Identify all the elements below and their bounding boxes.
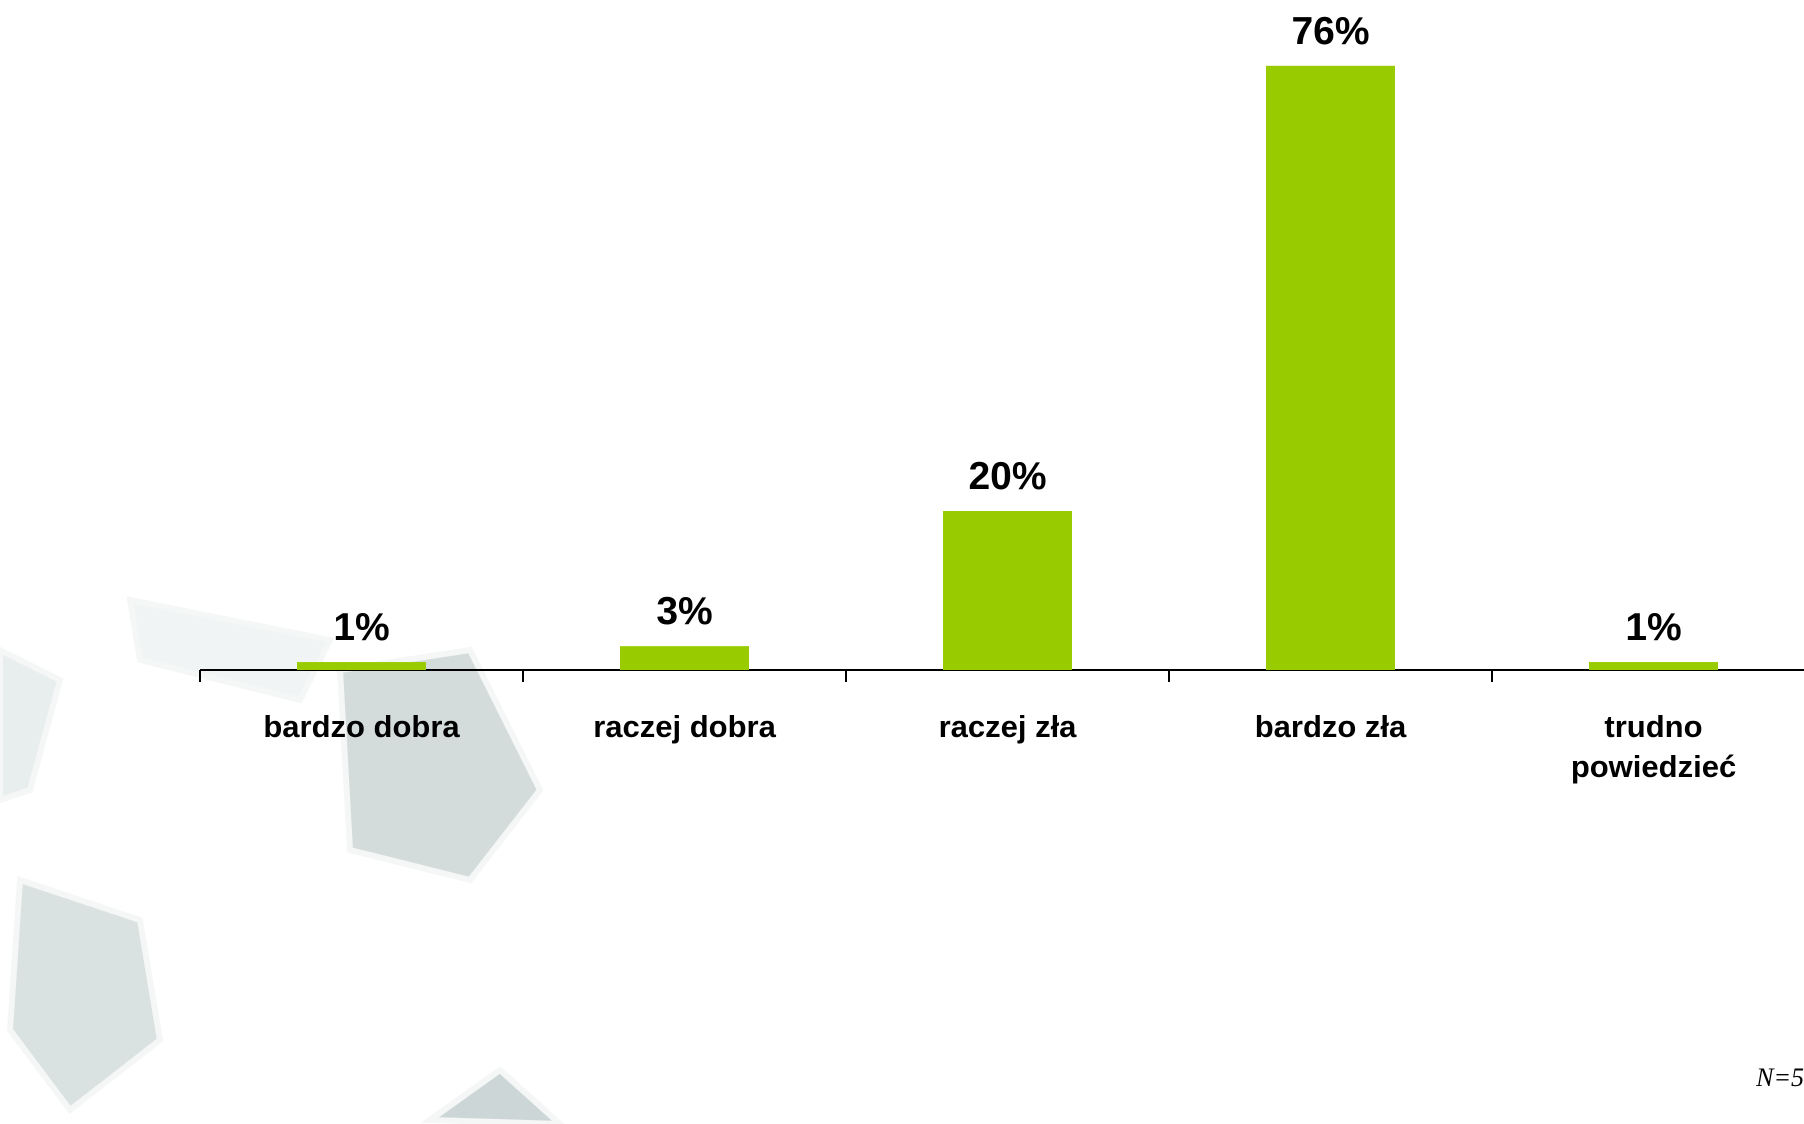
ball-decoration	[0, 596, 565, 1124]
value-label: 76%	[1291, 10, 1369, 53]
bar	[943, 511, 1072, 670]
value-label: 1%	[1625, 606, 1681, 649]
x-tick-label: bardzo dobra	[263, 709, 460, 744]
x-tick-label: bardzo zła	[1254, 709, 1407, 744]
bar	[1266, 65, 1395, 671]
bar	[1589, 662, 1718, 670]
bar	[297, 662, 426, 670]
value-label: 20%	[968, 455, 1046, 498]
x-tick-label: raczej dobra	[593, 709, 776, 744]
footnote: N=5	[1756, 1063, 1804, 1092]
x-tick-label: raczej zła	[938, 709, 1077, 744]
value-label: 3%	[656, 590, 712, 633]
x-tick-label: trudno powiedzieć	[1570, 709, 1737, 784]
value-label: 1%	[333, 606, 389, 649]
bar	[620, 646, 749, 670]
